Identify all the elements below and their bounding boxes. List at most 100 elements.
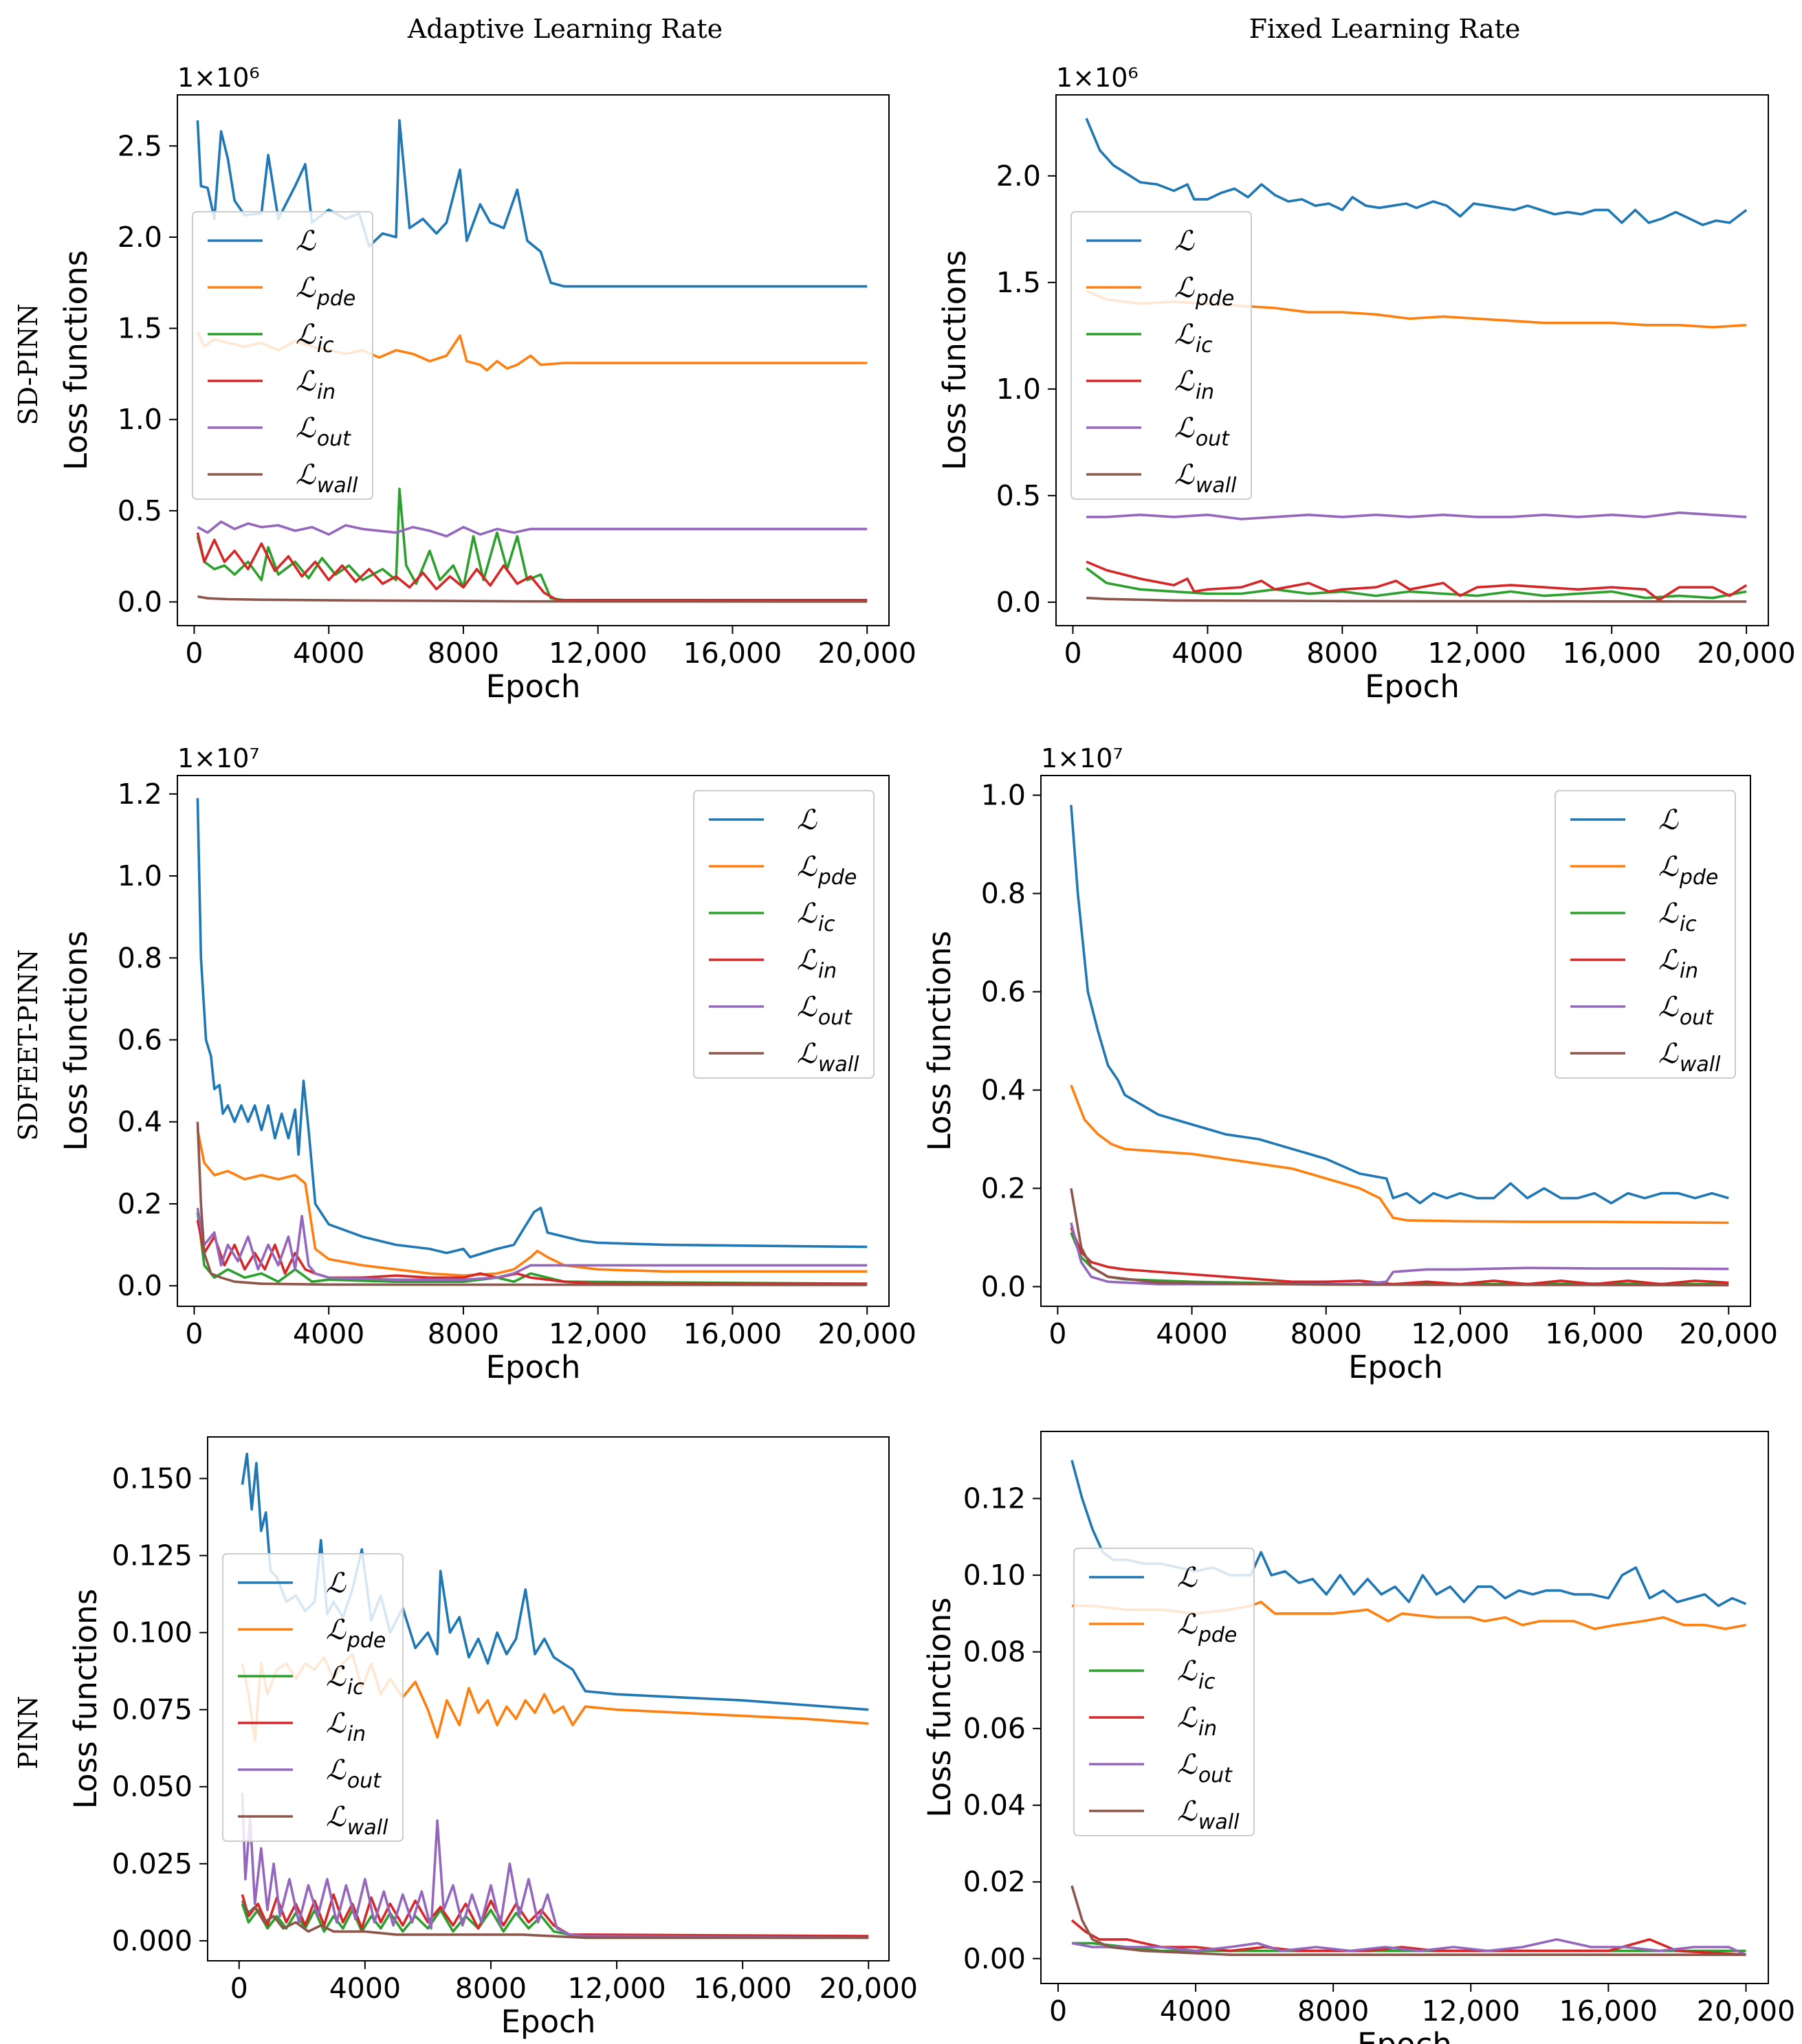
y-tick-label: 0.0 [118,1269,162,1302]
y-tick-label: 0.025 [112,1847,193,1880]
y-tick-label: 0.08 [963,1636,1026,1669]
y-tick-label: 0.100 [112,1616,193,1649]
y-axis-label: Loss functions [936,250,973,470]
y-tick-label: 0.10 [963,1559,1026,1592]
y-tick-label: 0.0 [996,586,1041,619]
x-tick-label: 12,000 [549,1317,647,1350]
series-line-out [1086,511,1747,520]
series-line-wall [241,1900,869,1939]
panel-sdpinn-adaptive: 0 4000 8000 12,000 16,000 20,000 0.0 0.5 1.0 1.5 2… [58,63,916,705]
series-line-wall [196,1121,868,1286]
x-axis-label: Epoch [501,2003,596,2040]
x-tick-label: 20,000 [817,1317,916,1350]
y-tick-label: 0.00 [963,1942,1026,1975]
legend-box [192,211,373,500]
legend-subscript: wall [818,1053,859,1077]
x-tick-label: 4000 [1160,1994,1231,2027]
y-tick-label: 2.0 [118,221,162,254]
series-line-out [1070,1222,1729,1286]
legend-subscript: pde [1198,1623,1238,1647]
col-title-fixed: Fixed Learning Rate [1249,14,1521,44]
x-tick-label: 16,000 [1562,637,1660,670]
y-tick-label: 1.0 [981,779,1026,812]
x-tick-label: 0 [185,1317,203,1350]
series-line-wall [1070,1885,1746,1956]
x-tick-label: 16,000 [693,1972,791,2005]
legend-subscript: pde [1195,287,1235,311]
plot-frame [207,1436,890,1961]
legend-label-total: ℒ [296,226,316,257]
x-tick-label: 4000 [329,1972,401,2005]
plot-frame [177,775,890,1307]
x-tick-label: 20,000 [1697,637,1795,670]
y-tick-label: 0.6 [981,976,1026,1009]
x-tick-label: 16,000 [1545,1317,1643,1350]
y-tick-label: 0.0 [981,1270,1026,1303]
legend-subscript: ic [347,1675,364,1700]
y-tick-label: 0.4 [981,1073,1026,1106]
legend-box [1554,790,1736,1079]
series-line-total [1085,118,1748,226]
y-tick-label: 0.4 [118,1106,162,1139]
x-tick-label: 12,000 [1411,1317,1509,1350]
y-tick-label: 0.050 [112,1770,193,1803]
x-tick-label: 4000 [293,1317,364,1350]
series-line-ic [196,487,868,602]
legend-label-total: ℒ [1174,226,1195,257]
legend-label-total: ℒ [797,804,817,836]
x-tick-label: 8000 [428,1317,499,1350]
y-tick-label: 1.5 [118,312,162,345]
legend-subscript: in [818,959,837,983]
x-tick-label: 8000 [1290,1317,1362,1350]
x-tick-label: 12,000 [567,1972,666,2005]
legend-subscript: out [347,1769,382,1793]
x-tick-label: 0 [1048,1317,1066,1350]
plot-frame [177,94,890,626]
legend-subscript: pde [817,866,857,890]
x-tick-label: 12,000 [1428,637,1526,670]
legend-subscript: out [1198,1763,1233,1788]
axis-scale-label: 1×10⁷ [177,743,260,773]
series-line-in [1086,560,1748,602]
x-axis-label: Epoch [486,1349,581,1385]
x-tick-label: 0 [1064,637,1081,670]
x-tick-label: 0 [185,637,203,670]
y-tick-label: 0.000 [112,1924,193,1957]
y-axis-label: Loss functions [921,931,958,1151]
y-tick-label: 0.5 [118,494,162,527]
series-line-total [196,798,868,1259]
panel-sdfeet-adaptive: 0 4000 8000 12,000 16,000 20,000 0.0 0.2 0.4 0.6 0… [58,743,916,1385]
x-tick-label: 8000 [428,637,499,670]
y-tick-label: 0.04 [963,1789,1026,1822]
axis-scale-label: 1×10⁶ [177,63,260,93]
legend-subscript: ic [1196,333,1213,358]
row-label-sdpinn: SD-PINN [13,303,43,425]
axis-scale-label: 1×10⁷ [1041,743,1123,773]
plot-frame [1040,1431,1769,1984]
y-tick-label: 0.0 [118,586,162,619]
y-tick-label: 0.12 [963,1482,1026,1515]
y-tick-label: 0.075 [112,1693,193,1726]
x-tick-label: 4000 [1172,637,1243,670]
x-tick-label: 16,000 [683,1317,782,1350]
x-tick-label: 16,000 [1559,1994,1658,2027]
panel-pinn-fixed: 0 4000 8000 12,000 16,000 20,000 0.00 0.02 0.04 0… [921,1431,1795,2044]
y-tick-label: 1.0 [118,403,162,436]
x-tick-label: 20,000 [817,637,916,670]
legend-subscript: pde [347,1629,386,1653]
x-tick-label: 4000 [293,637,364,670]
legend-subscript: pde [316,287,356,311]
legend-label-total: ℒ [1177,1562,1198,1594]
series-line-in [196,532,868,602]
y-tick-label: 0.150 [112,1462,193,1495]
series-line-out [197,520,868,538]
x-axis-label: Epoch [1357,2026,1452,2044]
legend-subscript: wall [317,474,358,498]
legend-box [693,790,875,1079]
legend-subscript: wall [1196,474,1237,498]
y-tick-label: 0.02 [963,1865,1026,1898]
legend-subscript: ic [1198,1670,1216,1694]
legend-subscript: out [818,1006,853,1030]
x-tick-label: 8000 [455,1972,527,2005]
